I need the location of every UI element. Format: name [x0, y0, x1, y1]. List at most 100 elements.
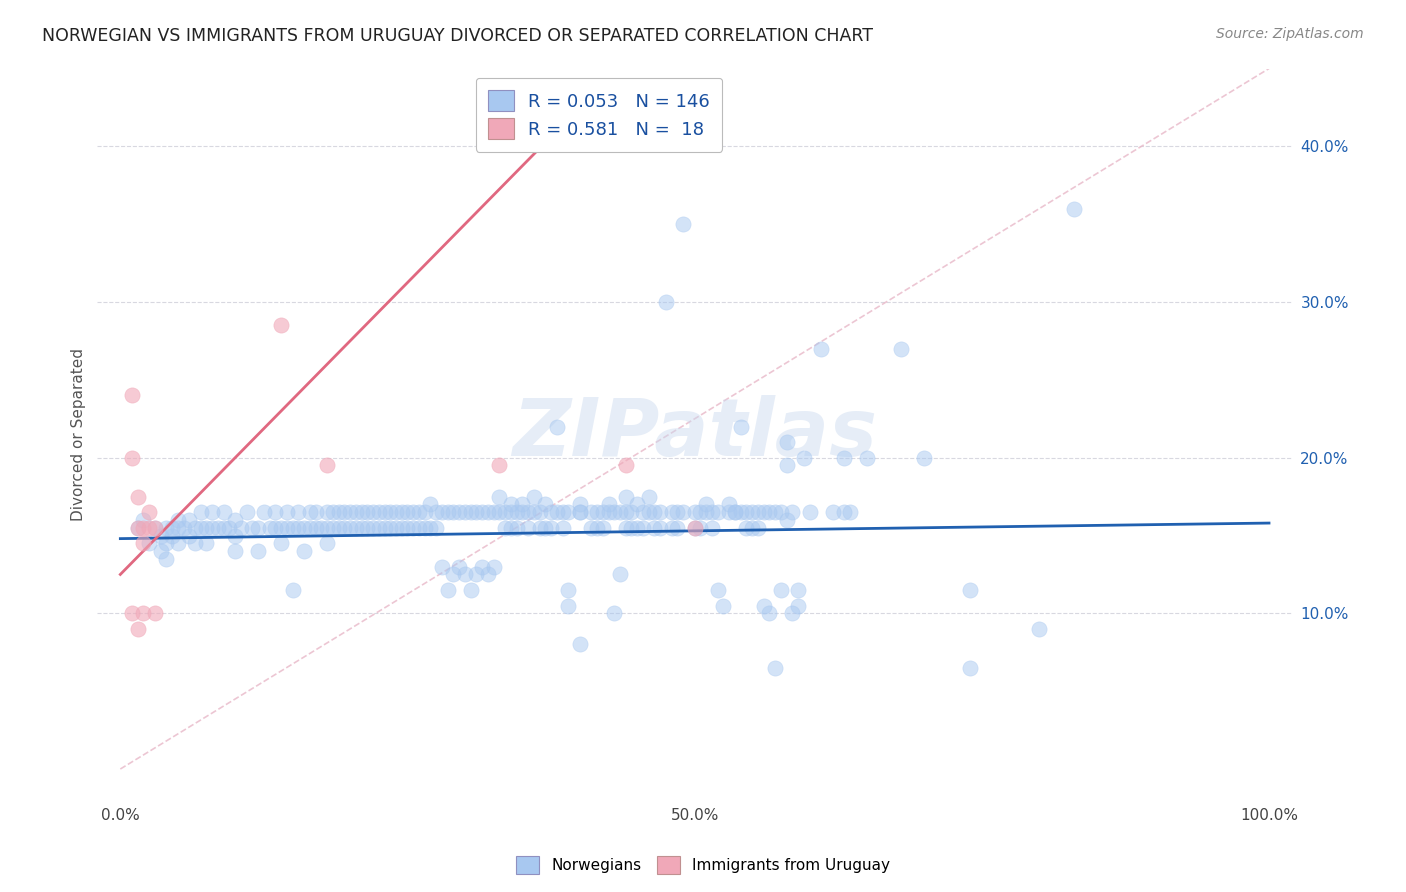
- Point: [775, 435, 797, 450]
- Point: [121, 388, 143, 402]
- Point: [683, 521, 706, 535]
- Point: [304, 521, 326, 535]
- Point: [276, 505, 298, 519]
- Point: [626, 521, 648, 535]
- Point: [477, 505, 499, 519]
- Point: [488, 505, 510, 519]
- Point: [512, 497, 534, 511]
- Point: [253, 505, 276, 519]
- Point: [149, 544, 172, 558]
- Point: [735, 505, 758, 519]
- Point: [718, 505, 741, 519]
- Point: [763, 505, 786, 519]
- Point: [598, 505, 620, 519]
- Point: [316, 536, 339, 550]
- Point: [138, 536, 160, 550]
- Point: [718, 497, 741, 511]
- Point: [270, 521, 292, 535]
- Point: [155, 536, 177, 550]
- Point: [568, 505, 591, 519]
- Point: [752, 505, 775, 519]
- Point: [132, 536, 155, 550]
- Point: [730, 419, 752, 434]
- Point: [207, 521, 229, 535]
- Point: [695, 505, 717, 519]
- Point: [373, 505, 395, 519]
- Point: [832, 450, 855, 465]
- Point: [155, 552, 177, 566]
- Point: [787, 599, 810, 613]
- Point: [512, 505, 534, 519]
- Point: [959, 582, 981, 597]
- Point: [322, 505, 344, 519]
- Legend: Norwegians, Immigrants from Uruguay: Norwegians, Immigrants from Uruguay: [510, 850, 896, 880]
- Point: [529, 505, 551, 519]
- Point: [454, 505, 477, 519]
- Point: [298, 505, 321, 519]
- Point: [449, 559, 471, 574]
- Point: [614, 521, 637, 535]
- Point: [190, 505, 212, 519]
- Point: [298, 521, 321, 535]
- Point: [724, 505, 747, 519]
- Point: [402, 505, 425, 519]
- Point: [391, 521, 413, 535]
- Point: [799, 505, 821, 519]
- Point: [127, 622, 149, 636]
- Point: [631, 521, 654, 535]
- Point: [166, 513, 188, 527]
- Point: [471, 559, 494, 574]
- Point: [499, 497, 522, 511]
- Point: [592, 505, 614, 519]
- Point: [304, 505, 326, 519]
- Point: [741, 521, 763, 535]
- Point: [316, 521, 339, 535]
- Point: [201, 521, 224, 535]
- Point: [581, 521, 603, 535]
- Point: [488, 490, 510, 504]
- Point: [810, 342, 832, 356]
- Point: [735, 521, 758, 535]
- Point: [499, 505, 522, 519]
- Point: [264, 521, 287, 535]
- Point: [121, 450, 143, 465]
- Point: [551, 505, 574, 519]
- Point: [700, 521, 723, 535]
- Point: [700, 505, 723, 519]
- Point: [477, 567, 499, 582]
- Point: [540, 521, 562, 535]
- Point: [890, 342, 912, 356]
- Point: [465, 505, 488, 519]
- Point: [586, 505, 609, 519]
- Point: [752, 599, 775, 613]
- Point: [787, 582, 810, 597]
- Point: [603, 607, 626, 621]
- Point: [775, 513, 797, 527]
- Point: [505, 505, 527, 519]
- Point: [655, 295, 678, 310]
- Y-axis label: Divorced or Separated: Divorced or Separated: [72, 348, 86, 521]
- Point: [356, 505, 378, 519]
- Point: [367, 521, 389, 535]
- Point: [143, 521, 166, 535]
- Point: [711, 599, 734, 613]
- Point: [201, 505, 224, 519]
- Point: [430, 559, 453, 574]
- Point: [276, 521, 298, 535]
- Point: [626, 497, 648, 511]
- Point: [586, 521, 609, 535]
- Point: [592, 521, 614, 535]
- Point: [385, 521, 408, 535]
- Point: [763, 661, 786, 675]
- Point: [121, 607, 143, 621]
- Point: [730, 505, 752, 519]
- Point: [643, 521, 665, 535]
- Point: [557, 582, 579, 597]
- Point: [769, 505, 792, 519]
- Point: [832, 505, 855, 519]
- Point: [292, 544, 315, 558]
- Point: [637, 505, 659, 519]
- Point: [367, 505, 389, 519]
- Point: [482, 505, 505, 519]
- Point: [396, 521, 419, 535]
